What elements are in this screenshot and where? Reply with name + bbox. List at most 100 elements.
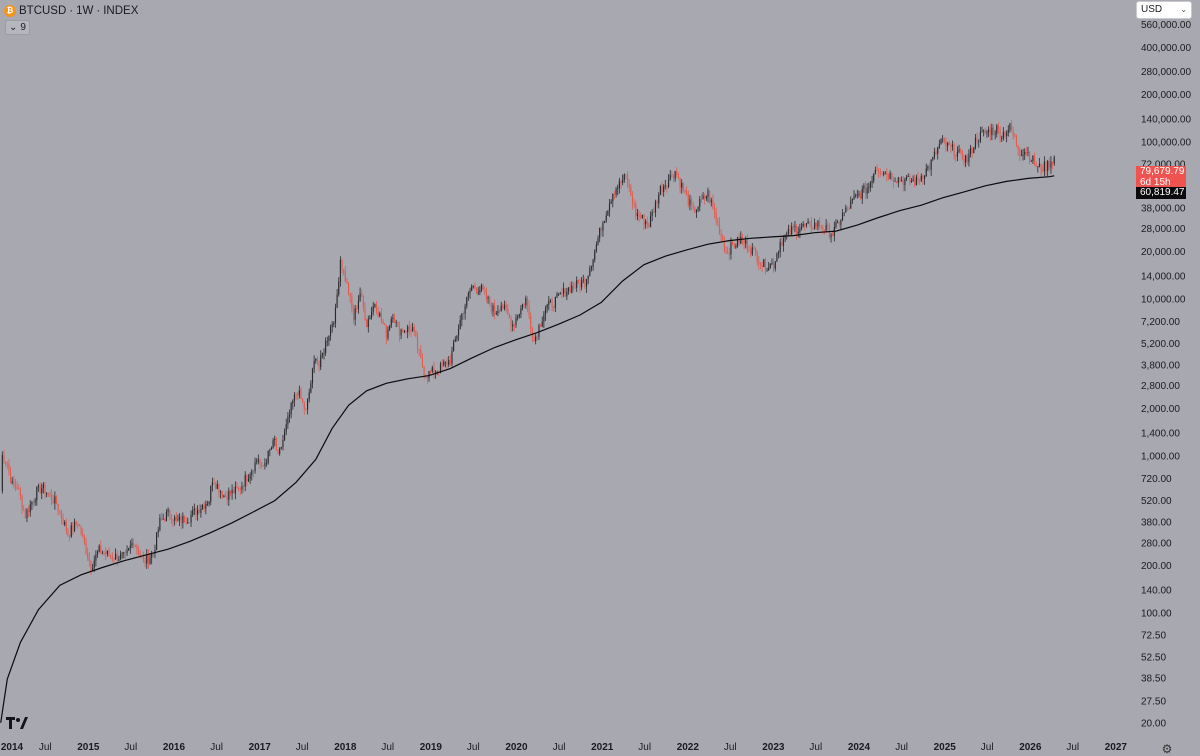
candle	[472, 285, 474, 289]
candle-body	[937, 147, 939, 154]
symbol-header[interactable]: ₿ BTCUSD · 1W · INDEX	[4, 3, 138, 19]
candle-body	[306, 399, 309, 410]
candle	[293, 392, 296, 407]
candle	[351, 292, 353, 313]
candle-body	[295, 394, 297, 396]
candle	[1019, 147, 1021, 161]
candle-body	[449, 360, 451, 364]
candle	[16, 481, 18, 490]
time-axis-label: 2016	[163, 742, 186, 753]
candle-body	[705, 196, 707, 199]
candle-body	[951, 144, 954, 147]
candle	[822, 224, 824, 235]
candle-body	[364, 307, 366, 321]
candle	[98, 544, 100, 553]
candle-body	[26, 509, 28, 519]
tradingview-logo-icon[interactable]	[6, 716, 28, 734]
candle-body	[556, 293, 558, 298]
candle-body	[868, 187, 870, 189]
candle-body	[390, 318, 392, 327]
candle	[359, 287, 361, 302]
candle	[233, 486, 235, 494]
candle-body	[34, 500, 36, 503]
time-axis[interactable]: 2014 Jul 2015 Jul 2016 Jul 2017 Jul 2018 Jul 2019 J…	[1, 742, 1128, 753]
gear-icon[interactable]: ⚙	[1161, 742, 1173, 756]
candle-body	[940, 139, 942, 145]
candle	[682, 182, 684, 193]
candle	[126, 545, 128, 556]
candle	[659, 184, 661, 196]
candle-body	[1029, 152, 1031, 162]
candle-body	[405, 331, 407, 333]
candle-body	[799, 229, 801, 232]
candle-body	[904, 179, 906, 186]
candle-body	[658, 194, 660, 204]
candle	[300, 387, 302, 400]
candle-body	[709, 190, 711, 203]
candle-body	[1001, 138, 1003, 139]
candle	[103, 550, 105, 556]
candle-body	[710, 200, 712, 203]
candle	[446, 357, 448, 369]
candle-body	[625, 174, 627, 176]
candle	[810, 217, 812, 233]
candle-body	[215, 484, 217, 489]
candle	[618, 177, 620, 194]
candle-body	[134, 545, 136, 547]
candle	[515, 314, 517, 328]
candle	[420, 345, 422, 359]
candle	[362, 295, 364, 312]
candle	[946, 142, 949, 152]
time-axis-label: Jul	[296, 742, 309, 753]
candle-body	[820, 226, 822, 228]
price-axis-label: 720.00	[1141, 474, 1172, 485]
candle-body	[389, 326, 391, 330]
candle-body	[774, 261, 776, 269]
candle	[192, 506, 194, 518]
candle	[576, 276, 578, 292]
candle	[661, 181, 663, 196]
candle	[467, 291, 469, 301]
candle-body	[966, 155, 968, 163]
candle	[476, 287, 478, 295]
candle	[769, 263, 771, 269]
candle	[236, 481, 238, 489]
candle	[474, 282, 476, 291]
candle-body	[41, 488, 43, 494]
candle	[413, 323, 415, 337]
candle-body	[267, 450, 269, 463]
time-axis-label: 2018	[334, 742, 357, 753]
candle-body	[659, 186, 661, 195]
candle	[551, 297, 553, 311]
candle	[244, 471, 246, 492]
candle-body	[924, 176, 926, 179]
candle	[395, 319, 397, 328]
candle-body	[375, 304, 378, 313]
candle-body	[809, 220, 811, 222]
price-axis[interactable]: 20.00 27.50 38.50 52.50 72.50 100.00 140.00 200…	[1141, 20, 1191, 729]
candle	[553, 305, 555, 312]
candle	[215, 481, 217, 490]
time-axis-label: 2017	[249, 742, 272, 753]
candle	[924, 175, 926, 185]
candle	[569, 282, 571, 294]
candle-body	[183, 515, 186, 523]
candle-body	[858, 194, 860, 195]
candle	[508, 313, 510, 319]
candle	[643, 213, 645, 231]
symbol-name[interactable]: BTCUSD	[19, 5, 67, 17]
candle-body	[525, 297, 527, 306]
candle	[556, 291, 558, 299]
candle	[513, 323, 515, 332]
candle	[617, 184, 619, 196]
candle-body	[238, 487, 240, 489]
candle	[807, 218, 809, 225]
candle-body	[846, 207, 849, 209]
candle	[679, 177, 681, 193]
timeframe-label[interactable]: 1W	[76, 5, 94, 17]
candle-body	[118, 559, 120, 561]
currency-select[interactable]: USD ⌄	[1136, 1, 1192, 19]
indicators-toggle-button[interactable]: ⌄ 9	[5, 20, 30, 35]
